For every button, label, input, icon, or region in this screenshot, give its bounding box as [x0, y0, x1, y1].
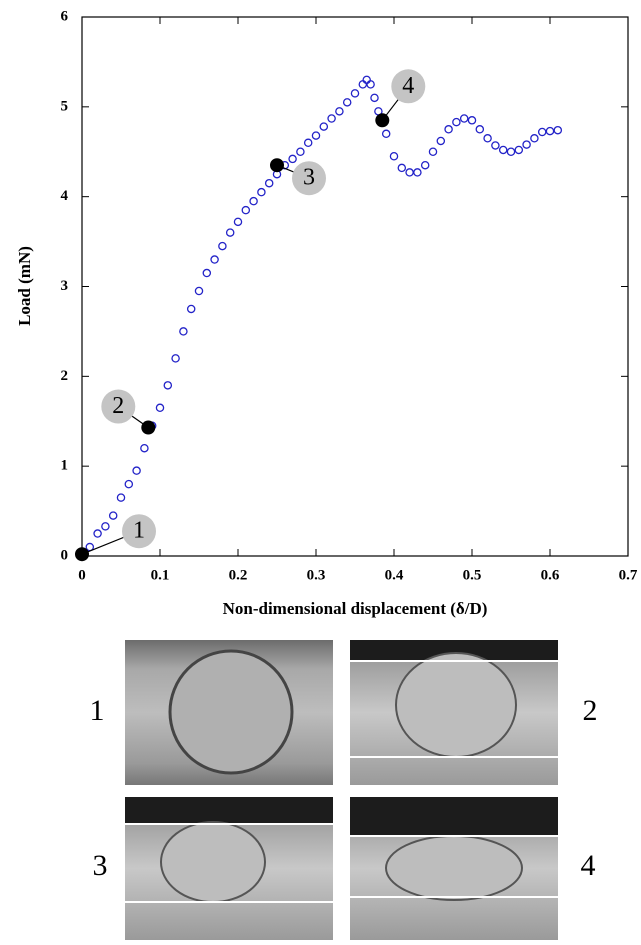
annotation-point	[75, 547, 89, 562]
y-axis-label: Load (mN)	[15, 246, 34, 326]
data-point	[522, 140, 531, 149]
data-point	[116, 493, 126, 502]
data-point	[194, 286, 204, 296]
y-tick-label: 6	[61, 8, 69, 24]
data-point	[319, 122, 329, 131]
data-point	[241, 205, 251, 215]
photo-label: 4	[581, 849, 596, 882]
data-point	[413, 168, 422, 177]
photo-2	[350, 640, 558, 785]
data-point	[179, 327, 188, 336]
annotation-label: 3	[303, 165, 315, 191]
data-point	[202, 268, 212, 278]
x-tick-label: 0.5	[463, 567, 482, 583]
data-point	[101, 522, 110, 531]
data-point	[459, 114, 469, 123]
data-point	[186, 304, 196, 314]
data-point	[405, 168, 414, 177]
data-point	[366, 80, 375, 89]
data-point	[311, 131, 321, 140]
data-point	[163, 381, 173, 390]
y-tick-label: 5	[61, 98, 69, 114]
data-point	[428, 147, 438, 156]
data-point	[467, 116, 477, 125]
data-point	[264, 178, 274, 188]
data-point	[362, 75, 371, 85]
data-point	[491, 141, 500, 150]
data-point	[530, 134, 539, 143]
data-point	[249, 196, 258, 206]
photo-1	[125, 640, 333, 785]
data-point	[436, 136, 446, 146]
data-point	[210, 255, 219, 264]
data-point	[498, 145, 508, 155]
x-tick-label: 0.2	[229, 567, 248, 583]
data-point	[444, 125, 453, 134]
annotation-label: 1	[133, 518, 145, 544]
annotation-label: 4	[402, 73, 414, 99]
data-point	[257, 187, 266, 197]
annotation-badge	[101, 389, 136, 424]
data-point	[124, 479, 134, 489]
annotation-point	[375, 113, 390, 128]
data-point	[537, 127, 547, 137]
y-tick-label: 4	[61, 188, 69, 204]
annotation-point	[270, 158, 284, 173]
data-point	[93, 529, 102, 538]
data-point	[335, 107, 344, 116]
data-point	[553, 125, 563, 135]
data-point	[171, 354, 180, 363]
photo-label: 3	[93, 849, 108, 882]
x-tick-label: 0.3	[307, 567, 326, 583]
annotation-label: 2	[112, 393, 124, 419]
data-point	[327, 114, 336, 123]
data-point	[225, 228, 235, 237]
annotation-badge	[391, 69, 426, 104]
y-tick-label: 0	[61, 547, 69, 563]
data-point	[303, 138, 313, 148]
data-point	[140, 443, 149, 453]
photo-3	[125, 797, 333, 940]
y-tick-label: 2	[61, 368, 69, 384]
data-point	[381, 129, 391, 139]
data-point	[233, 217, 243, 227]
data-point	[397, 163, 407, 173]
photo-label: 2	[583, 694, 598, 727]
data-point	[108, 511, 118, 520]
x-tick-label: 0.1	[151, 567, 170, 583]
data-point	[370, 93, 379, 103]
data-point	[155, 403, 165, 413]
data-point	[506, 147, 516, 156]
photo-label: 1	[90, 694, 105, 727]
data-point	[288, 154, 297, 164]
data-point	[296, 147, 305, 156]
y-tick-label: 3	[61, 278, 69, 294]
x-tick-label: 0.4	[385, 567, 404, 583]
data-point	[389, 151, 399, 161]
data-point	[483, 134, 492, 143]
data-point	[475, 125, 485, 134]
data-point	[342, 98, 352, 107]
data-point	[132, 466, 141, 475]
x-axis-label: Non-dimensional displacement (δ/D)	[223, 599, 488, 618]
x-tick-label: 0.7	[619, 567, 638, 583]
data-point	[545, 126, 555, 136]
annotation-point	[141, 420, 156, 435]
y-tick-label: 1	[61, 458, 69, 474]
data-point	[218, 241, 227, 251]
data-point	[358, 80, 368, 89]
plot-frame	[81, 16, 629, 557]
data-point	[350, 89, 360, 98]
data-point	[420, 160, 430, 170]
data-point	[452, 117, 461, 127]
photo-4	[350, 797, 558, 940]
x-tick-label: 0.6	[541, 567, 560, 583]
annotation-badge	[292, 161, 326, 196]
annotation-badge	[122, 514, 156, 549]
x-tick-label: 0	[78, 567, 86, 583]
data-point	[514, 145, 524, 155]
